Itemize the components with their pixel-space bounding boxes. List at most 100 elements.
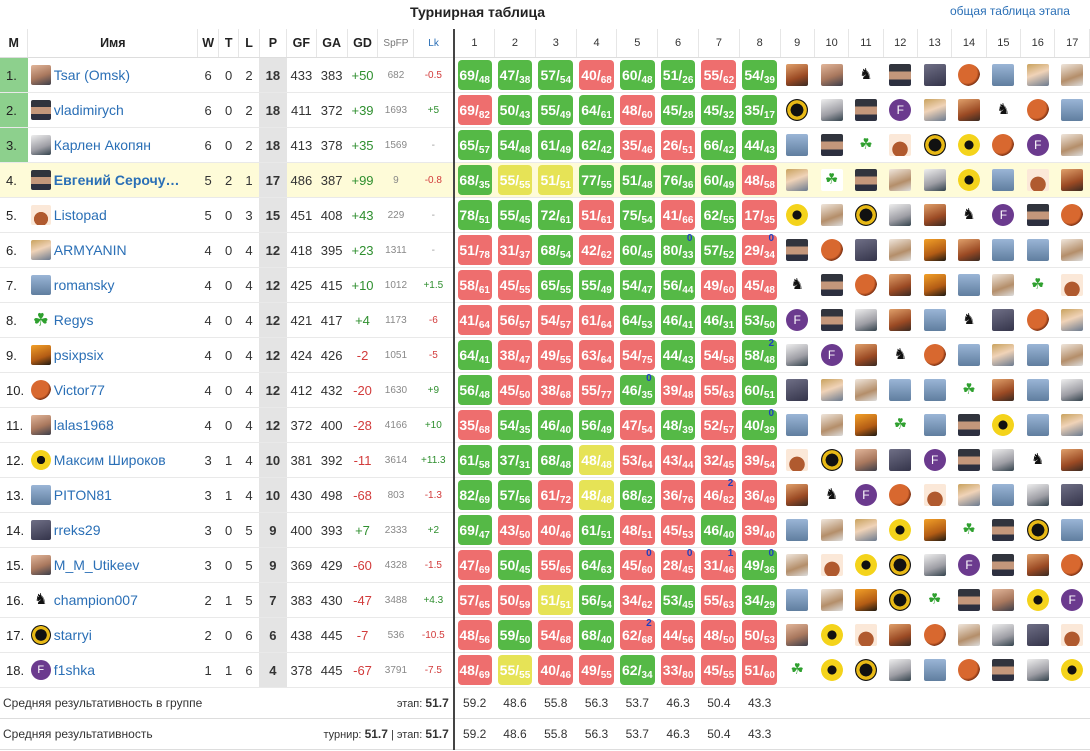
eagle-icon[interactable] [1061,239,1084,261]
game-result-win[interactable]: 59/50 [497,620,533,650]
ball-icon[interactable] [889,484,912,506]
ball-icon[interactable] [1061,554,1084,576]
game-result-win[interactable]: 56/49 [579,410,614,440]
game-result-loss[interactable]: 38/47 [497,340,533,370]
cowboy-icon[interactable]: ♞ [854,64,877,86]
city-icon[interactable] [786,134,809,156]
game-result-win[interactable]: 57/56 [497,480,533,510]
skull-icon[interactable] [820,99,843,121]
game-result-win[interactable]: 76/36 [660,165,696,195]
game-result-win[interactable]: 64/61 [579,95,614,125]
eagle-icon[interactable] [854,379,877,401]
crown-icon[interactable] [854,624,877,646]
f-icon[interactable]: F [820,344,843,366]
eagle-icon[interactable] [1061,344,1084,366]
game-result-win[interactable]: 61/58 [457,445,492,475]
game-result-win[interactable]: 53/50 [742,305,778,335]
yellow-icon[interactable] [992,414,1015,436]
woman-icon[interactable] [992,344,1015,366]
man-icon[interactable] [854,169,877,191]
lion-icon[interactable] [923,239,946,261]
game-result-loss[interactable]: 55/65 [538,550,574,580]
game-result-draw[interactable]: 51/51 [538,165,574,195]
game-result-loss[interactable]: 31/46 1 [701,548,737,580]
game-result-loss[interactable]: 54/58 [701,340,737,370]
game-result-win[interactable]: 46/31 [701,305,737,335]
city-icon[interactable] [958,274,981,296]
yellow-icon[interactable] [958,134,981,156]
game-result-loss[interactable]: 48/60 [619,95,655,125]
game-result-loss[interactable]: 48/51 [619,515,655,545]
ball-icon[interactable] [958,659,981,681]
ball-icon[interactable] [1026,309,1049,331]
game-result-loss[interactable]: 26/51 [660,130,696,160]
eagle-icon[interactable] [958,624,981,646]
game-result-loss[interactable]: 55/63 [701,585,737,615]
general-table-link[interactable]: общая таблица этапа [950,4,1070,18]
game-result-win[interactable]: 78/51 [457,200,492,230]
game-result-loss[interactable]: 40/46 [538,515,574,545]
game-result-win[interactable]: 80/33 0 [660,233,696,265]
bruins-icon[interactable] [1026,519,1049,541]
game-result-win[interactable]: 64/53 [619,305,655,335]
yellow-icon[interactable] [889,519,912,541]
skull-icon[interactable] [1026,659,1049,681]
player-link[interactable]: rreks29 [53,522,101,538]
yellow-icon[interactable] [854,554,877,576]
game-result-win[interactable]: 72/61 [538,200,574,230]
game-result-win[interactable]: 44/43 [660,340,696,370]
yellow-icon[interactable] [1061,659,1084,681]
beard-icon[interactable] [958,99,981,121]
game-result-loss[interactable]: 54/68 [538,620,574,650]
player-link[interactable]: Максим Широков [53,452,166,468]
woman-icon[interactable] [854,519,877,541]
game-result-loss[interactable]: 55/63 [701,375,737,405]
game-result-loss[interactable]: 51/60 [742,655,778,685]
game-result-win[interactable]: 49/36 0 [742,548,778,580]
city-icon[interactable] [992,64,1015,86]
game-result-loss[interactable]: 36/49 [742,480,778,510]
game-result-win[interactable]: 50/43 [497,95,533,125]
f-icon[interactable]: F [854,484,877,506]
city-icon[interactable] [992,239,1015,261]
game-result-loss[interactable]: 34/62 [619,585,655,615]
col-p[interactable]: P [259,29,288,58]
skull-icon[interactable] [992,449,1015,471]
yellow-icon[interactable] [786,204,809,226]
man-icon[interactable] [992,659,1015,681]
bruins-icon[interactable] [889,589,912,611]
skull-icon[interactable] [889,659,912,681]
face-icon[interactable] [786,624,809,646]
game-result-loss[interactable]: 61/72 [538,480,574,510]
beard-icon[interactable] [992,379,1015,401]
game-result-win[interactable]: 68/48 [538,445,574,475]
col-name[interactable]: Имя [27,29,199,58]
eagle-icon[interactable] [786,554,809,576]
game-result-loss[interactable]: 32/45 [701,445,737,475]
game-result-win[interactable]: 44/43 [742,130,778,160]
eagle-icon[interactable] [820,414,843,436]
game-result-loss[interactable]: 49/55 [538,340,574,370]
wolf-icon[interactable] [923,64,946,86]
player-link[interactable]: Евгений Серочу… [53,172,180,188]
lion-icon[interactable] [854,414,877,436]
game-result-loss[interactable]: 29/34 0 [742,233,778,265]
ball-icon[interactable] [958,64,981,86]
col-ga[interactable]: GA [316,29,348,58]
col-gf[interactable]: GF [286,29,317,58]
beard-icon[interactable] [786,484,809,506]
crown-icon[interactable] [820,554,843,576]
bruins-icon[interactable] [854,204,877,226]
clover-icon[interactable]: ☘ [923,589,946,611]
game-result-loss[interactable]: 40/46 [538,655,574,685]
beard-icon[interactable] [854,344,877,366]
game-result-loss[interactable]: 33/80 [660,655,696,685]
game-result-win[interactable]: 34/29 [742,585,778,615]
ball-icon[interactable] [923,624,946,646]
crown-icon[interactable] [1061,624,1084,646]
player-link[interactable]: Tsar (Omsk) [53,67,131,83]
game-result-win[interactable]: 56/54 [579,585,614,615]
beard-icon[interactable] [1061,449,1084,471]
game-result-loss[interactable]: 45/50 [497,375,533,405]
f-icon[interactable]: F [923,449,946,471]
